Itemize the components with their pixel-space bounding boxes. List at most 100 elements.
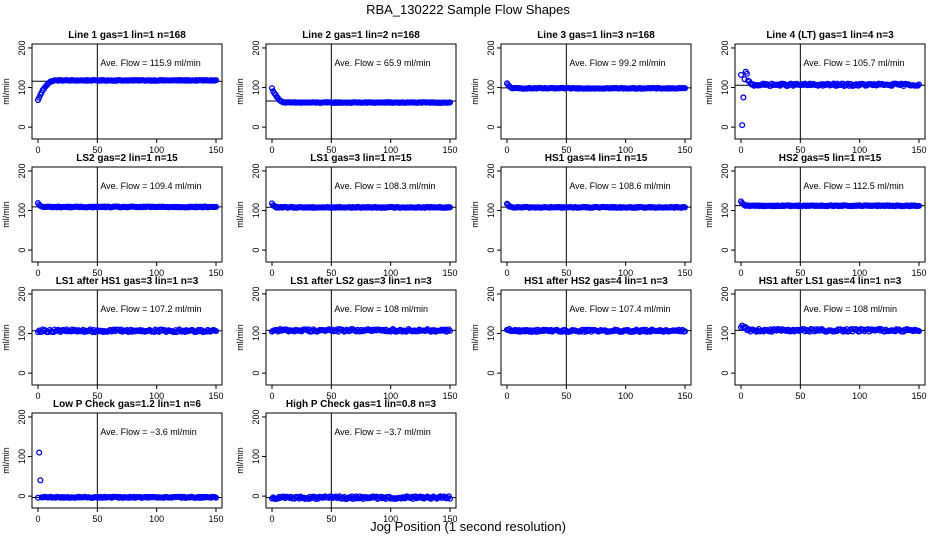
panel-title: LS1 after HS1 gas=3 lin=1 n=3 [56, 276, 199, 287]
y-tick-label: 0 [486, 248, 496, 253]
x-tick-label: 100 [618, 145, 633, 155]
x-tick-label: 0 [504, 391, 509, 401]
x-tick-label: 100 [618, 391, 633, 401]
data-point [37, 477, 44, 484]
data-point [743, 70, 750, 77]
plot-frame [31, 43, 223, 140]
plot-frame [265, 166, 457, 263]
data-point [681, 328, 689, 335]
y-tick-label: 200 [251, 40, 261, 55]
x-tick-label: 100 [852, 268, 867, 278]
panel-11: HS1 after HS2 gas=4 lin=1 n=3 0 50 100 150 0 1… [470, 276, 693, 401]
data-point [446, 204, 454, 211]
y-tick-label: 0 [486, 371, 496, 376]
x-tick-label: 50 [795, 268, 805, 278]
plot-frame [265, 412, 457, 509]
average-flow-label: Ave. Flow = 99.2 ml/min [569, 58, 665, 68]
y-axis-label: ml/min [470, 201, 480, 228]
x-tick-label: 100 [149, 145, 164, 155]
y-tick-label: 200 [486, 163, 496, 178]
average-flow-label: Ave. Flow = 105.7 ml/min [803, 58, 904, 68]
y-axis-label: ml/min [704, 78, 714, 105]
y-tick-label: 0 [720, 248, 730, 253]
panel-title: Line 2 gas=1 lin=2 n=168 [302, 30, 420, 41]
x-tick-label: 50 [326, 514, 336, 524]
y-tick-label: 100 [251, 449, 261, 464]
x-tick-label: 50 [561, 145, 571, 155]
y-tick-label: 100 [251, 80, 261, 95]
data-point [446, 495, 454, 502]
data-point [195, 326, 202, 334]
x-tick-label: 0 [35, 268, 40, 278]
x-tick-label: 100 [149, 391, 164, 401]
y-axis-label: ml/min [1, 78, 11, 105]
data-point [212, 328, 220, 335]
y-tick-label: 200 [720, 163, 730, 178]
data-point [915, 328, 923, 335]
x-tick-label: 0 [35, 391, 40, 401]
x-tick-label: 0 [738, 391, 743, 401]
x-tick-label: 150 [677, 391, 692, 401]
y-tick-label: 200 [720, 40, 730, 55]
y-tick-label: 200 [486, 40, 496, 55]
y-tick-label: 100 [720, 80, 730, 95]
y-tick-label: 100 [251, 203, 261, 218]
plot-frame [31, 166, 223, 263]
figure-xlabel: Jog Position (1 second resolution) [370, 519, 566, 534]
y-tick-label: 0 [720, 371, 730, 376]
data-point [212, 203, 220, 210]
y-tick-label: 200 [17, 286, 27, 301]
y-axis-label: ml/min [235, 201, 245, 228]
plot-frame [31, 289, 223, 386]
data-point [446, 327, 454, 334]
data-point [739, 122, 746, 129]
y-tick-label: 200 [251, 409, 261, 424]
y-tick-label: 100 [486, 326, 496, 341]
average-flow-label: Ave. Flow = 65.9 ml/min [334, 58, 430, 68]
plot-frame [31, 412, 223, 509]
average-flow-label: Ave. Flow = 108 ml/min [803, 304, 897, 314]
x-tick-label: 100 [149, 514, 164, 524]
plot-frame [265, 289, 457, 386]
data-point [212, 77, 220, 84]
data-point [681, 204, 689, 211]
y-tick-label: 200 [720, 286, 730, 301]
y-axis-label: ml/min [235, 78, 245, 105]
x-tick-label: 0 [269, 268, 274, 278]
x-tick-label: 50 [92, 514, 102, 524]
x-tick-label: 50 [561, 268, 571, 278]
x-tick-label: 150 [677, 268, 692, 278]
plot-frame [734, 43, 926, 140]
data-point [914, 82, 921, 89]
data-point [741, 76, 748, 83]
x-tick-label: 150 [442, 391, 457, 401]
panel-title: Low P Check gas=1.2 lin=1 n=6 [53, 399, 201, 410]
data-point [36, 449, 43, 456]
panel-12: HS1 after LS1 gas=4 lin=1 n=3 0 50 100 150 0 1… [704, 276, 927, 401]
average-flow-label: Ave. Flow = 107.4 ml/min [569, 304, 670, 314]
panel-title: Line 4 (LT) gas=1 lin=4 n=3 [766, 30, 894, 41]
panel-title: Line 1 gas=1 lin=1 n=168 [68, 30, 186, 41]
y-axis-label: ml/min [235, 447, 245, 474]
y-tick-label: 0 [17, 494, 27, 499]
y-tick-label: 0 [251, 371, 261, 376]
x-tick-label: 0 [504, 268, 509, 278]
panel-10: LS1 after LS2 gas=3 lin=1 n=3 0 50 100 150 0 1… [235, 276, 458, 401]
y-tick-label: 0 [17, 125, 27, 130]
x-tick-label: 150 [208, 514, 223, 524]
y-tick-label: 100 [17, 449, 27, 464]
average-flow-label: Ave. Flow = 115.9 ml/min [100, 58, 200, 68]
x-tick-label: 100 [852, 391, 867, 401]
panel-5: LS2 gas=2 lin=1 n=15 0 50 100 150 0 100 200 ml/m… [1, 153, 224, 278]
y-tick-label: 100 [17, 80, 27, 95]
y-axis-label: ml/min [1, 201, 11, 228]
x-tick-label: 150 [208, 268, 223, 278]
x-tick-label: 50 [92, 391, 102, 401]
y-tick-label: 200 [17, 163, 27, 178]
average-flow-label: Ave. Flow = 108.3 ml/min [334, 181, 435, 191]
x-tick-label: 100 [383, 145, 398, 155]
x-tick-label: 50 [326, 145, 336, 155]
y-axis-label: ml/min [704, 324, 714, 351]
y-tick-label: 200 [486, 286, 496, 301]
